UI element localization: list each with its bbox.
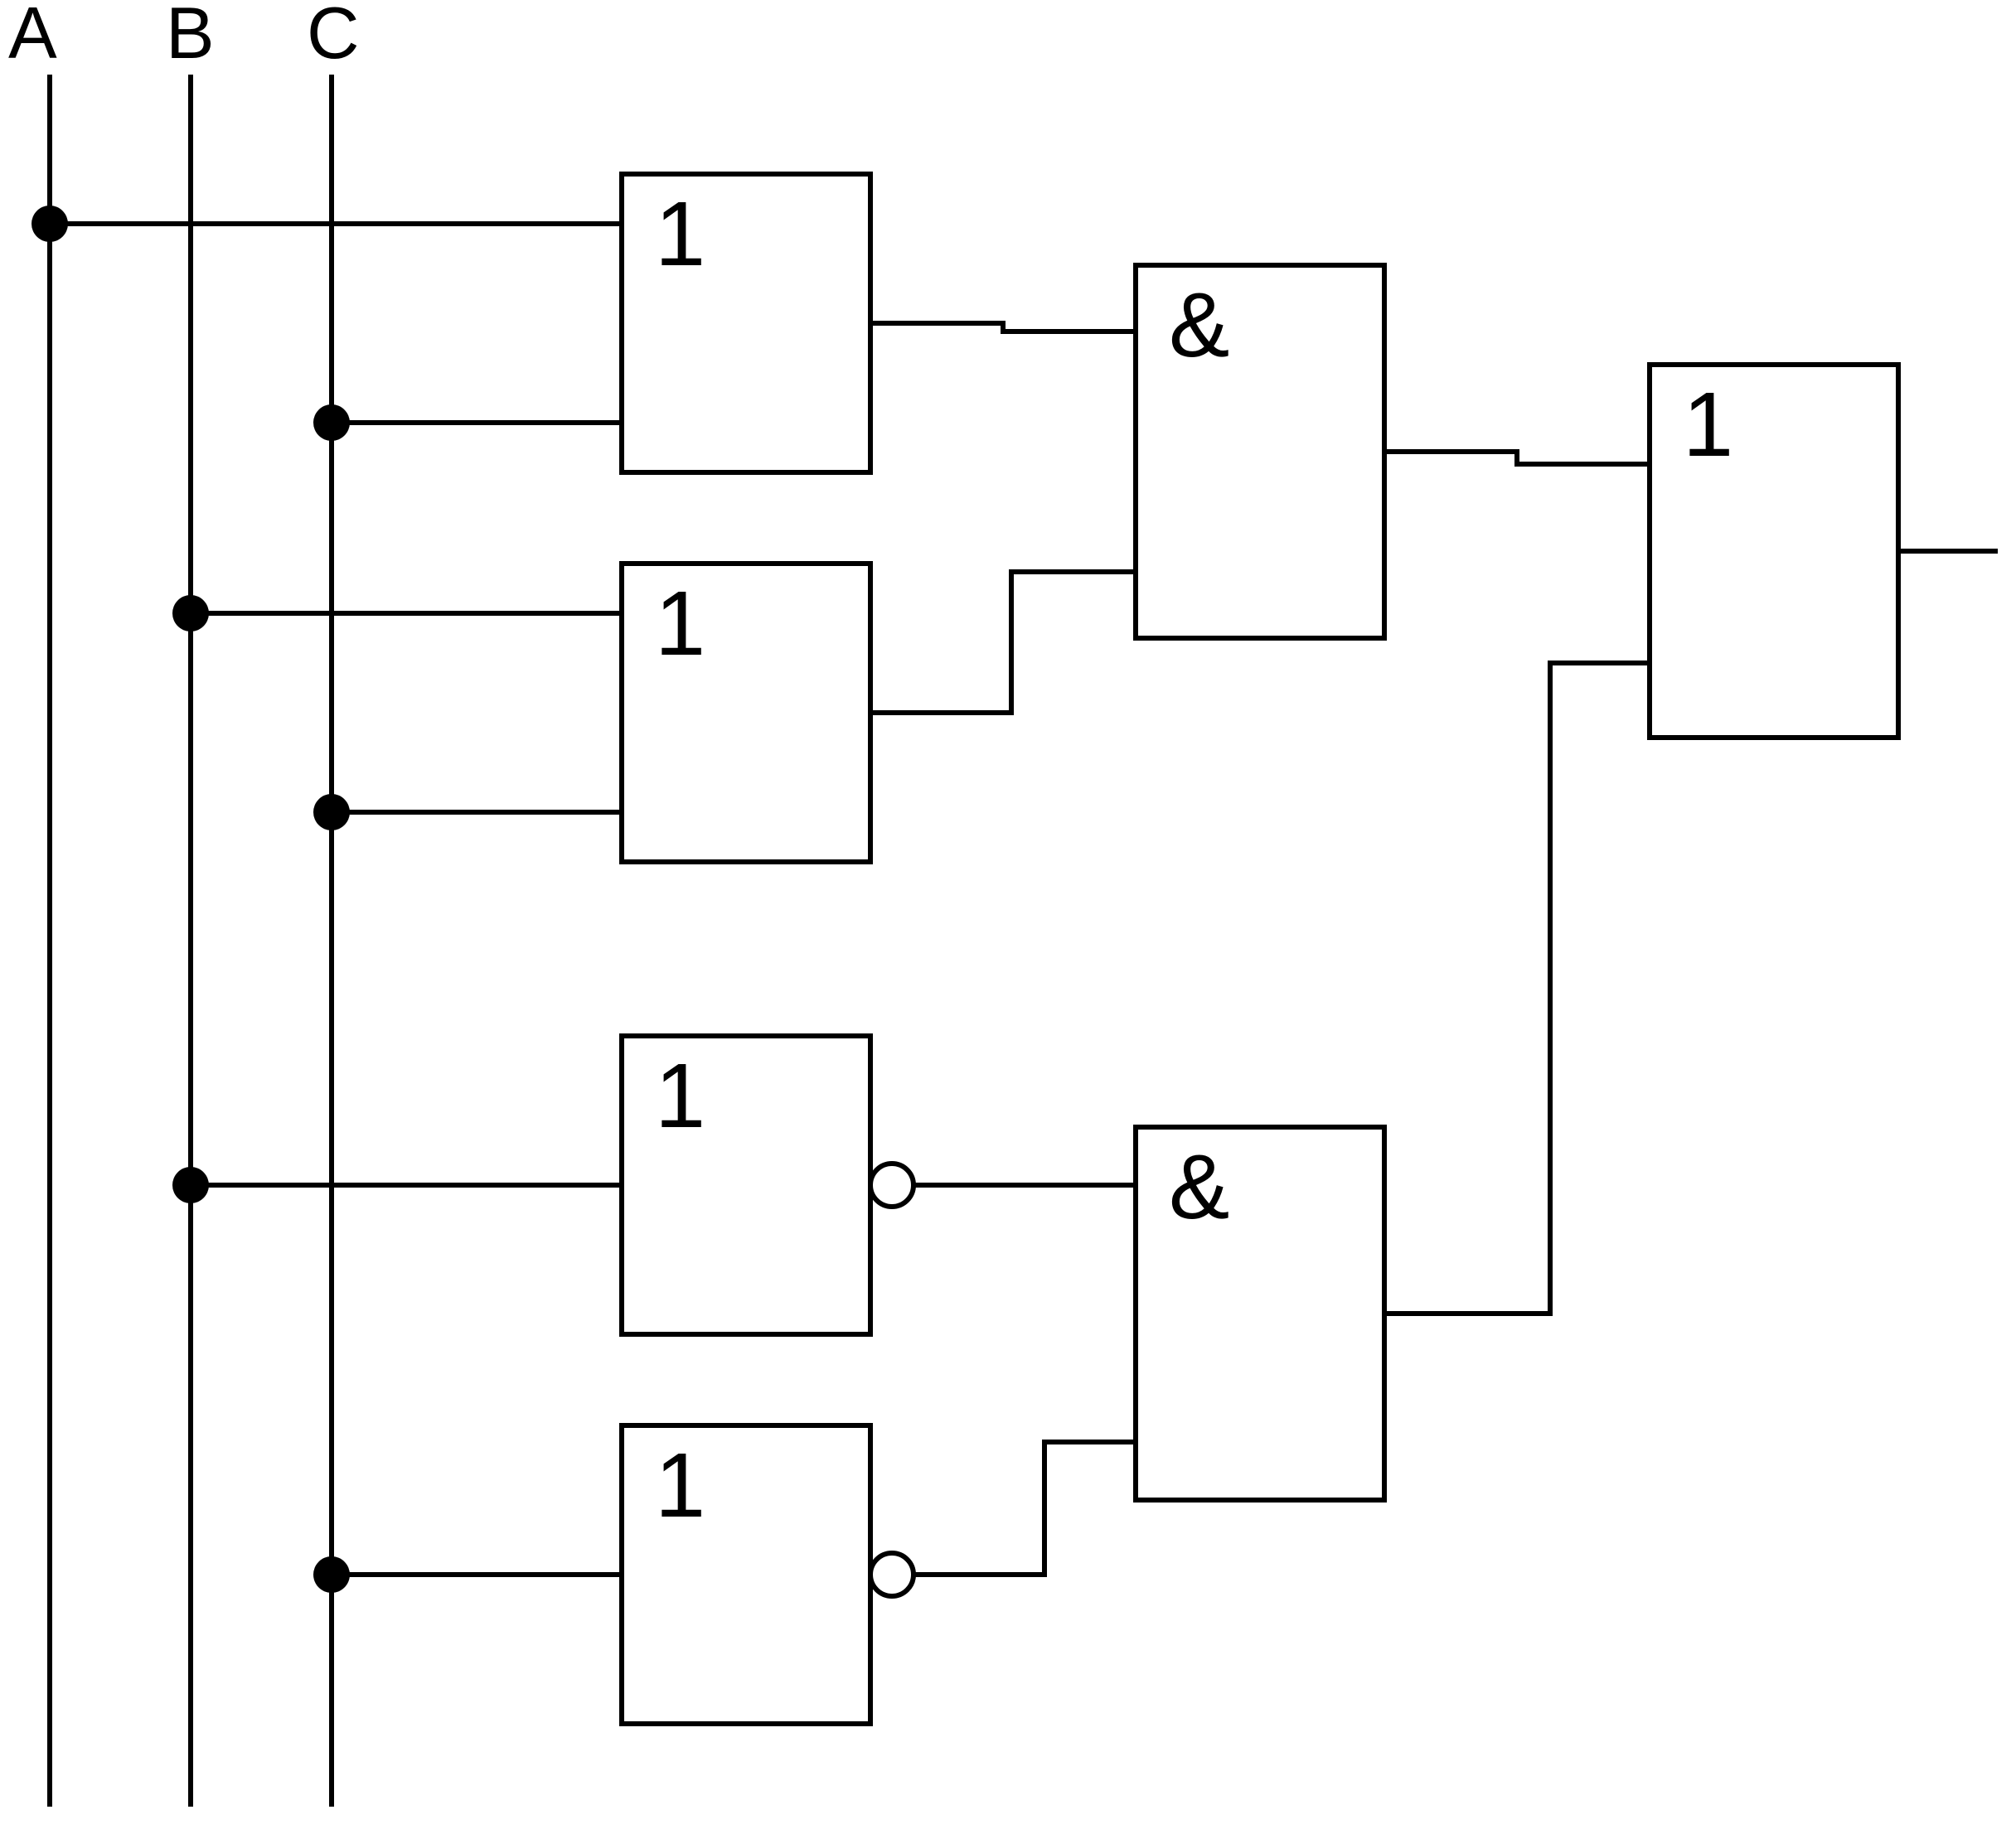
junction-C-g4	[313, 1556, 350, 1593]
gate-label-g5: &	[1169, 274, 1229, 376]
wire-g5-g7	[1384, 452, 1650, 464]
input-label-A: A	[8, 0, 57, 74]
wire-g1-g5	[870, 323, 1136, 331]
gate-label-g7: 1	[1683, 374, 1733, 476]
inversion-bubble-g3	[870, 1164, 914, 1207]
input-label-C: C	[307, 0, 360, 74]
wire-g4-g6	[914, 1442, 1136, 1575]
inversion-bubble-g4	[870, 1553, 914, 1596]
junction-C-g2	[313, 794, 350, 830]
wire-g6-g7	[1384, 663, 1650, 1314]
junction-B-g2	[172, 595, 209, 631]
gate-label-g3: 1	[655, 1045, 705, 1147]
gate-label-g6: &	[1169, 1136, 1229, 1238]
logic-diagram: A B C 1 1 1 1 & & 1	[0, 0, 2016, 1834]
junction-C-g1	[313, 404, 350, 441]
gate-label-g2: 1	[655, 573, 705, 675]
wire-g2-g5	[870, 572, 1136, 713]
gate-label-g1: 1	[655, 183, 705, 285]
gate-label-g4: 1	[655, 1435, 705, 1536]
junction-B-g3	[172, 1167, 209, 1203]
input-label-B: B	[166, 0, 215, 74]
junction-A-g1	[32, 206, 68, 242]
